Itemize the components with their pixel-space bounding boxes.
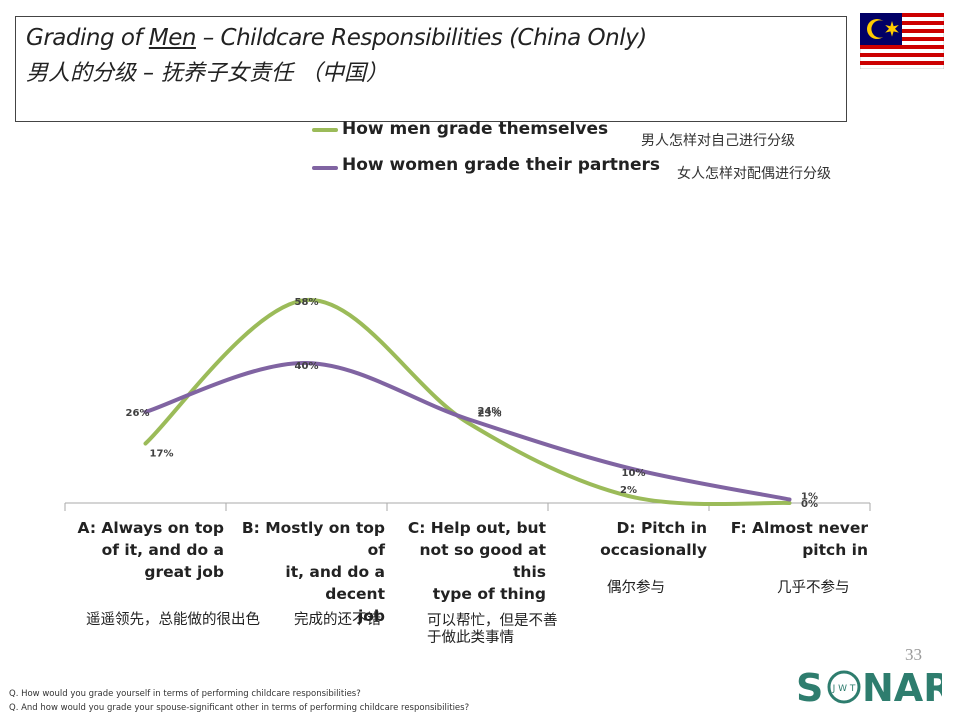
x-axis-category-label: A: Always on top of it, and do a great job: [66, 517, 224, 583]
series-line-women: [143, 360, 792, 502]
category-label-chinese-line: 偶尔参与: [607, 580, 665, 596]
legend-swatch-women: [312, 166, 338, 170]
series-line-men: [143, 297, 792, 507]
category-label-chinese-line: 几乎不参与: [777, 580, 850, 596]
category-label-line: B: Mostly on top of: [241, 519, 385, 559]
logo-ring: [827, 670, 861, 704]
sonar-logo: S J W T NAR: [796, 666, 942, 708]
x-axis-category-label-chinese: 完成的还不错: [294, 612, 381, 629]
category-label-line: of it, and do a: [101, 541, 224, 559]
footnote-question-2: Q. And how would you grade your spouse-s…: [9, 703, 470, 713]
category-label-chinese-line: 于做此类事情: [427, 630, 514, 646]
category-label-line: pitch in: [802, 541, 868, 559]
data-label-women: 1%: [801, 492, 818, 503]
title-suffix: – Childcare Responsibilities (China Only…: [195, 25, 647, 51]
footnote-question-1: Q. How would you grade yourself in terms…: [9, 689, 361, 699]
x-axis-category-label: D: Pitch in occasionally: [549, 517, 707, 561]
page-title: Grading of Men – Childcare Responsibilit…: [26, 25, 647, 51]
x-axis-category-label-chinese: 几乎不参与: [777, 580, 850, 597]
data-label-men: 0%: [801, 499, 818, 510]
malaysia-flag-icon: [860, 13, 944, 69]
category-label-line: F: Almost never: [730, 519, 868, 537]
category-label-line: great job: [144, 563, 224, 581]
category-label-line: occasionally: [600, 541, 707, 559]
legend-label-women: How women grade their partners: [342, 155, 660, 175]
title-underlined-word: Men: [148, 25, 197, 51]
data-label-women: 10%: [622, 468, 646, 479]
page-number: 33: [905, 645, 922, 664]
x-axis-category-label-chinese: 遥遥领先，总能做的很出色: [86, 612, 260, 629]
data-label-men: 58%: [295, 297, 319, 308]
data-label-men: 17%: [150, 449, 174, 460]
title-prefix: Grading of: [26, 25, 149, 51]
x-axis-category-label: C: Help out, but not so good at this type …: [388, 517, 546, 605]
category-label-line: A: Always on top: [77, 519, 224, 537]
x-axis-category-label-chinese: 可以帮忙，但是不善 于做此类事情: [427, 613, 558, 647]
logo-letter-s: S: [796, 666, 823, 708]
legend-swatch-men: [312, 128, 338, 132]
data-label-men: 23%: [478, 409, 502, 420]
legend-label-men-chinese: 男人怎样对自己进行分级: [641, 133, 795, 149]
data-label-women: 24%: [478, 406, 502, 417]
title-box: Grading of Men – Childcare Responsibilit…: [15, 16, 847, 122]
logo-inner-text: J W T: [832, 684, 856, 694]
legend-label-women-chinese: 女人怎样对配偶进行分级: [677, 166, 831, 182]
category-label-line: not so good at this: [419, 541, 546, 581]
category-label-chinese-line: 遥遥领先，总能做的很出色: [86, 612, 260, 628]
category-label-line: it, and do a decent: [285, 563, 385, 603]
page-title-chinese: 男人的分级 – 抚养子女责任 （中国）: [26, 61, 388, 86]
category-label-line: job: [357, 607, 385, 625]
data-label-men: 2%: [620, 485, 637, 496]
category-label-chinese-line: 完成的还不错: [294, 612, 381, 628]
x-axis-category-label: F: Almost never pitch in: [710, 517, 868, 561]
category-label-chinese-line: 可以帮忙，但是不善: [427, 613, 558, 629]
category-label-line: type of thing: [432, 585, 546, 603]
x-axis-category-label-chinese: 偶尔参与: [607, 580, 665, 597]
x-axis-category-label: B: Mostly on top of it, and do a decent jo…: [227, 517, 385, 627]
category-label-line: C: Help out, but: [407, 519, 546, 537]
data-label-women: 40%: [295, 361, 319, 372]
logo-letters-nar: NAR: [862, 666, 942, 708]
category-label-line: D: Pitch in: [616, 519, 707, 537]
legend-label-men: How men grade themselves: [342, 119, 609, 139]
data-label-women: 26%: [126, 408, 150, 419]
